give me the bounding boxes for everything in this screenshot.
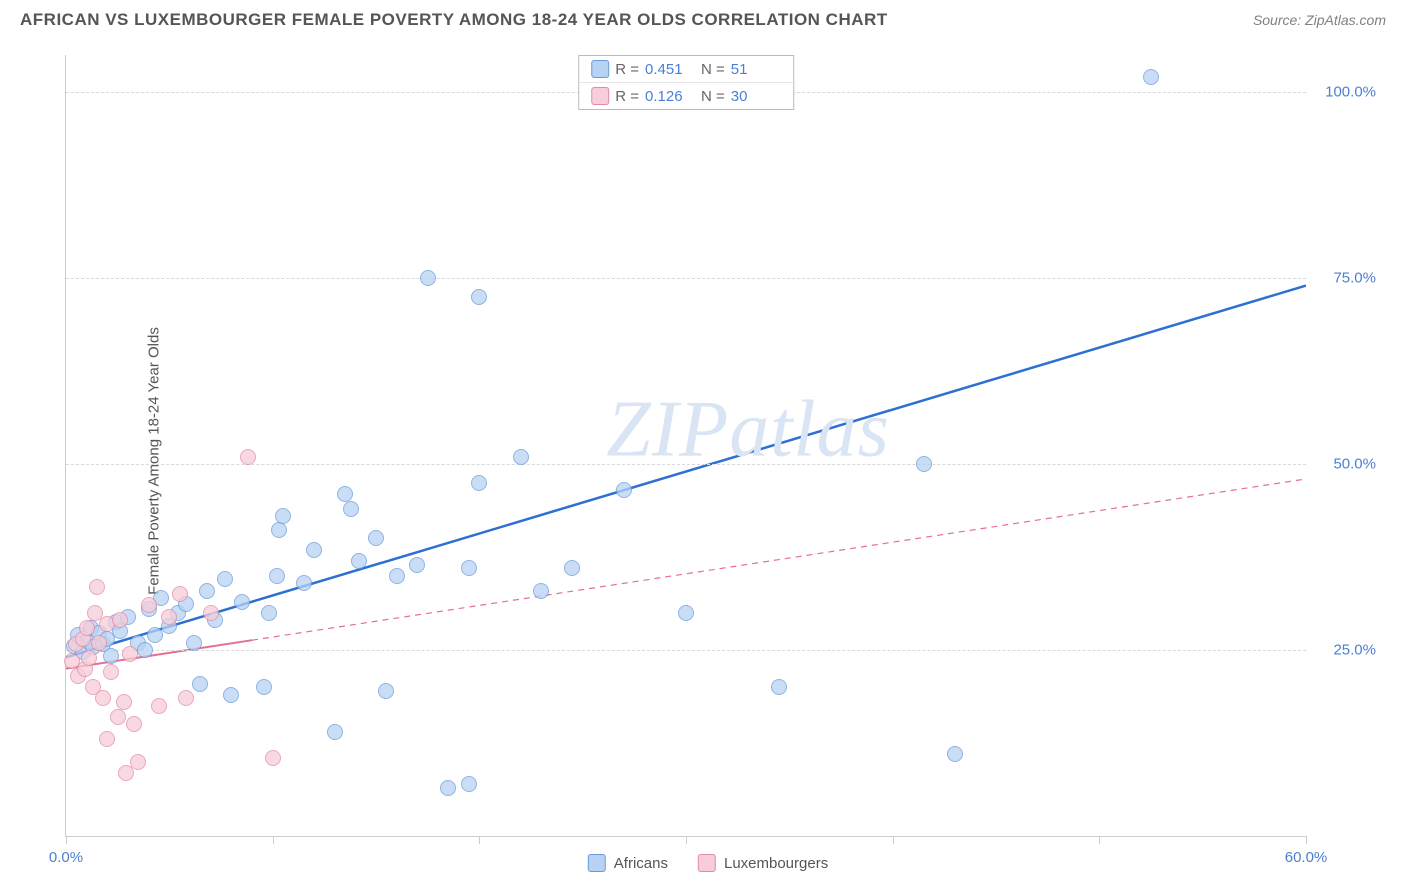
data-point [269, 568, 285, 584]
data-point [89, 579, 105, 595]
data-point [203, 605, 219, 621]
data-point [110, 709, 126, 725]
data-point [151, 698, 167, 714]
data-point [137, 642, 153, 658]
data-point [178, 690, 194, 706]
data-point [126, 716, 142, 732]
data-point [118, 765, 134, 781]
x-tick [893, 836, 894, 844]
data-point [947, 746, 963, 762]
data-point [306, 542, 322, 558]
y-tick-label: 50.0% [1333, 456, 1376, 473]
data-point [81, 650, 97, 666]
x-tick [273, 836, 274, 844]
gridline [66, 278, 1306, 279]
gridline [66, 464, 1306, 465]
data-point [95, 690, 111, 706]
data-point [533, 583, 549, 599]
data-point [79, 620, 95, 636]
legend-swatch [591, 60, 609, 78]
series-legend-item: Africans [588, 854, 668, 872]
correlation-legend: R = 0.451N = 51R = 0.126N = 30 [578, 55, 794, 110]
x-tick-label: 60.0% [1285, 849, 1328, 866]
data-point [161, 609, 177, 625]
watermark: ZIPatlas [606, 384, 890, 475]
x-tick [1099, 836, 1100, 844]
gridline [66, 650, 1306, 651]
chart-source: Source: ZipAtlas.com [1253, 12, 1386, 28]
plot-area: ZIPatlas R = 0.451N = 51R = 0.126N = 30 … [65, 55, 1306, 837]
data-point [223, 687, 239, 703]
data-point [91, 635, 107, 651]
data-point [461, 776, 477, 792]
legend-swatch [588, 854, 606, 872]
data-point [130, 754, 146, 770]
data-point [678, 605, 694, 621]
data-point [409, 557, 425, 573]
data-point [343, 501, 359, 517]
data-point [351, 553, 367, 569]
data-point [240, 449, 256, 465]
data-point [378, 683, 394, 699]
x-tick [479, 836, 480, 844]
data-point [256, 679, 272, 695]
data-point [103, 648, 119, 664]
y-tick-label: 25.0% [1333, 642, 1376, 659]
data-point [217, 571, 233, 587]
y-tick-label: 75.0% [1333, 270, 1376, 287]
data-point [112, 612, 128, 628]
data-point [296, 575, 312, 591]
chart-container: Female Poverty Among 18-24 Year Olds ZIP… [30, 45, 1386, 877]
data-point [122, 646, 138, 662]
x-tick [66, 836, 67, 844]
data-point [186, 635, 202, 651]
series-legend: Africans Luxembourgers [588, 854, 828, 872]
data-point [103, 664, 119, 680]
series-legend-item: Luxembourgers [698, 854, 828, 872]
data-point [261, 605, 277, 621]
data-point [147, 627, 163, 643]
legend-swatch [591, 87, 609, 105]
data-point [471, 289, 487, 305]
x-tick [1306, 836, 1307, 844]
data-point [199, 583, 215, 599]
data-point [771, 679, 787, 695]
data-point [564, 560, 580, 576]
data-point [916, 456, 932, 472]
series-legend-label: Africans [614, 855, 668, 872]
data-point [368, 530, 384, 546]
data-point [192, 676, 208, 692]
y-tick-label: 100.0% [1325, 84, 1376, 101]
trend-lines [66, 55, 1306, 836]
x-tick [686, 836, 687, 844]
legend-swatch [698, 854, 716, 872]
chart-title: AFRICAN VS LUXEMBOURGER FEMALE POVERTY A… [20, 10, 888, 30]
data-point [234, 594, 250, 610]
data-point [420, 270, 436, 286]
data-point [1143, 69, 1159, 85]
data-point [461, 560, 477, 576]
data-point [440, 780, 456, 796]
legend-row: R = 0.451N = 51 [579, 56, 793, 82]
data-point [327, 724, 343, 740]
data-point [116, 694, 132, 710]
data-point [172, 586, 188, 602]
series-legend-label: Luxembourgers [724, 855, 828, 872]
data-point [265, 750, 281, 766]
data-point [99, 731, 115, 747]
data-point [275, 508, 291, 524]
x-tick-label: 0.0% [49, 849, 83, 866]
data-point [513, 449, 529, 465]
data-point [337, 486, 353, 502]
legend-row: R = 0.126N = 30 [579, 82, 793, 109]
data-point [616, 482, 632, 498]
data-point [471, 475, 487, 491]
data-point [389, 568, 405, 584]
data-point [141, 597, 157, 613]
